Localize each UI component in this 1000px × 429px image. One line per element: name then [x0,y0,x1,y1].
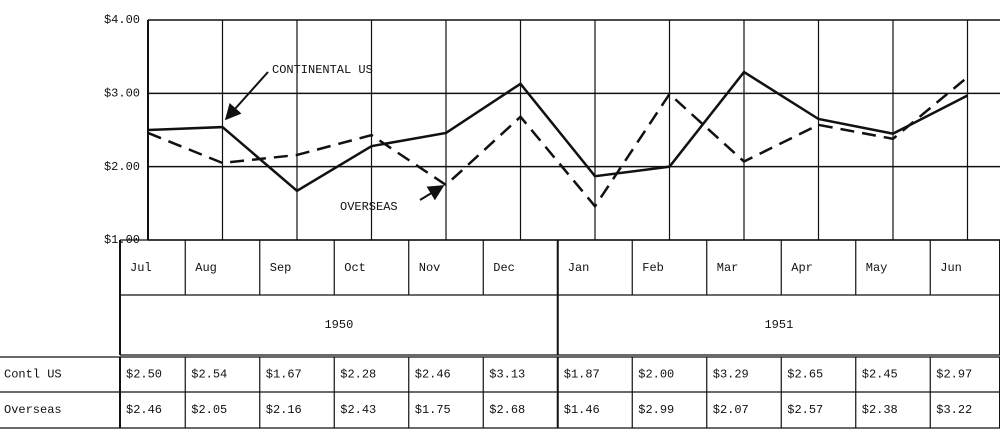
value-label: $2.54 [191,368,227,382]
x-tick-label: Sep [270,261,292,275]
series-line [147,76,969,209]
value-label: $2.16 [266,403,302,417]
value-label: $2.00 [638,368,674,382]
legend-label: Contl US [4,368,62,382]
x-tick-label: May [866,261,888,275]
series-line [147,70,969,193]
y-tick-label: $3.00 [104,87,140,101]
x-tick-label: Aug [195,261,217,275]
value-label: $2.65 [787,368,823,382]
x-tick-label: Jul [130,261,152,275]
x-tick-label: Dec [493,261,515,275]
x-tick-label: Oct [344,261,366,275]
value-label: $2.97 [936,368,972,382]
y-tick-label: $2.00 [104,160,140,174]
value-label: $2.38 [862,403,898,417]
x-tick-label: Nov [419,261,441,275]
x-tick-label: Mar [717,261,739,275]
y-tick-label: $4.00 [104,13,140,27]
value-label: $1.87 [564,368,600,382]
value-label: $2.46 [415,368,451,382]
value-label: $3.29 [713,368,749,382]
value-label: $1.67 [266,368,302,382]
value-label: $2.45 [862,368,898,382]
legend-label: Overseas [4,403,62,417]
value-label: $1.75 [415,403,451,417]
value-label: $2.43 [340,403,376,417]
value-label: $2.99 [638,403,674,417]
annotation: CONTINENTAL US [272,63,373,77]
x-tick-label: Feb [642,261,664,275]
value-label: $1.46 [564,403,600,417]
value-label: $2.50 [126,368,162,382]
annotation-arrow [419,185,445,201]
x-tick-label: Jan [568,261,590,275]
x-tick-label: Apr [791,261,813,275]
value-label: $2.46 [126,403,162,417]
value-label: $3.13 [489,368,525,382]
x-tick-label: Jun [940,261,962,275]
value-label: $2.68 [489,403,525,417]
value-label: $2.28 [340,368,376,382]
year-label: 1950 [324,318,353,332]
year-label: 1951 [764,318,793,332]
annotation: OVERSEAS [340,200,398,214]
value-label: $2.07 [713,403,749,417]
annotation-arrow [224,71,269,121]
value-label: $3.22 [936,403,972,417]
value-label: $2.05 [191,403,227,417]
value-label: $2.57 [787,403,823,417]
